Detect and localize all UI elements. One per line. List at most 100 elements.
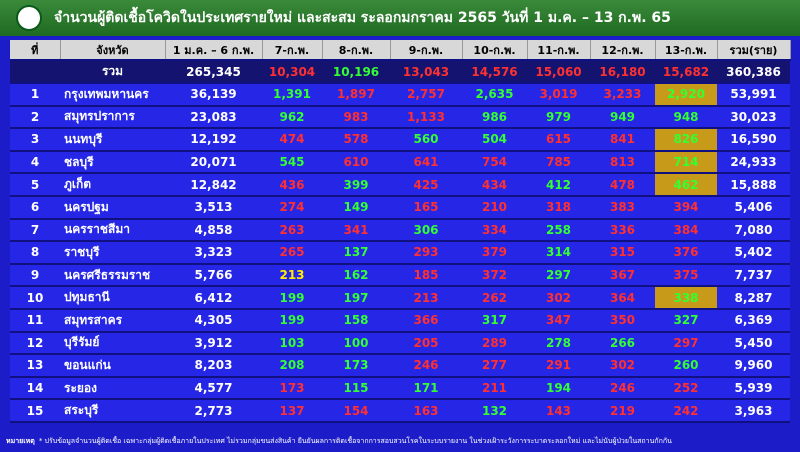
cell: 4 bbox=[10, 150, 60, 175]
cell: 962 bbox=[262, 105, 322, 130]
cell: 1,897 bbox=[322, 83, 390, 107]
cell: 7 bbox=[10, 218, 60, 243]
cell: 3,513 bbox=[165, 195, 262, 220]
cell: 15,682 bbox=[655, 60, 717, 84]
cell: 277 bbox=[462, 354, 527, 378]
cell: 3,019 bbox=[527, 83, 590, 107]
cell: 372 bbox=[462, 263, 527, 288]
cell: 376 bbox=[655, 241, 717, 265]
cell: 185 bbox=[390, 263, 462, 288]
data-table: ที่ จังหวัด 1 ม.ค. – 6 ก.พ. 7-ก.พ. 8-ก.พ. 9-ก… bbox=[10, 40, 791, 423]
cell: 9,960 bbox=[717, 354, 790, 378]
cell: 265 bbox=[262, 241, 322, 265]
cell: 6,369 bbox=[717, 308, 790, 333]
cell: 7,737 bbox=[717, 263, 790, 288]
cell: 9 bbox=[10, 263, 60, 288]
cell: 154 bbox=[322, 399, 390, 423]
cell: 4,577 bbox=[165, 376, 262, 401]
province: สระบุรี bbox=[60, 399, 165, 423]
cell: 474 bbox=[262, 128, 322, 152]
table-row: 14 ระยอง 4,577 173 115 171 211 194 246 252 5,939 bbox=[10, 376, 790, 401]
cell: 986 bbox=[462, 105, 527, 130]
cell: 5,450 bbox=[717, 331, 790, 356]
cell: 289 bbox=[462, 331, 527, 356]
cell: 754 bbox=[462, 150, 527, 175]
cell: 30,023 bbox=[717, 105, 790, 130]
cell: 367 bbox=[590, 263, 655, 288]
cell: 100 bbox=[322, 331, 390, 356]
cell: 341 bbox=[322, 218, 390, 243]
table-row: 7 นครราชสีมา 4,858 263 341 306 334 258 336 384 7,0… bbox=[10, 218, 790, 243]
cell: 8 bbox=[10, 241, 60, 265]
province: ชลบุรี bbox=[60, 150, 165, 175]
cell: 5,939 bbox=[717, 376, 790, 401]
cell: 841 bbox=[590, 128, 655, 152]
cell: 199 bbox=[262, 286, 322, 310]
cell: 8,287 bbox=[717, 286, 790, 310]
title: จำนวนผู้ติดเชื้อโควิดในประเทศรายใหม่ และ… bbox=[54, 10, 671, 26]
cell: 615 bbox=[527, 128, 590, 152]
cell: 394 bbox=[655, 195, 717, 220]
cell: 949 bbox=[590, 105, 655, 130]
cell: 338 bbox=[655, 286, 717, 310]
cell: 258 bbox=[527, 218, 590, 243]
cell: 714 bbox=[655, 150, 717, 175]
cell: 12,842 bbox=[165, 173, 262, 197]
cell: 10,196 bbox=[322, 60, 390, 84]
cell: 171 bbox=[390, 376, 462, 401]
column-header: รวม(ราย) bbox=[717, 40, 791, 61]
cell: 219 bbox=[590, 399, 655, 423]
table-row: 3 นนทบุรี 12,192 474 578 560 504 615 841 826 16,59… bbox=[10, 128, 790, 152]
cell: 12 bbox=[10, 331, 60, 356]
cell: 173 bbox=[322, 354, 390, 378]
province: สมุทรสาคร bbox=[60, 308, 165, 333]
cell: 24,933 bbox=[717, 150, 790, 175]
table-row: 10 ปทุมธานี 6,412 199 197 213 262 302 364 338 8,28… bbox=[10, 286, 790, 310]
province: ขอนแก่น bbox=[60, 354, 165, 378]
cell: 315 bbox=[590, 241, 655, 265]
cell: 979 bbox=[527, 105, 590, 130]
cell: 384 bbox=[655, 218, 717, 243]
cell: 263 bbox=[262, 218, 322, 243]
cell: 103 bbox=[262, 331, 322, 356]
cell: 6,412 bbox=[165, 286, 262, 310]
cell: 983 bbox=[322, 105, 390, 130]
cell: 360,386 bbox=[717, 60, 790, 84]
cell: 8,203 bbox=[165, 354, 262, 378]
column-header: 11-ก.พ. bbox=[527, 40, 591, 61]
cell: 260 bbox=[655, 354, 717, 378]
cell: 478 bbox=[590, 173, 655, 197]
cell: 785 bbox=[527, 150, 590, 175]
cell: 434 bbox=[462, 173, 527, 197]
cell: 826 bbox=[655, 128, 717, 152]
cell: 10,304 bbox=[262, 60, 322, 84]
cell: 265,345 bbox=[165, 60, 262, 84]
province: สมุทรปราการ bbox=[60, 105, 165, 130]
cell: 504 bbox=[462, 128, 527, 152]
cell bbox=[10, 60, 60, 84]
cell: 2,757 bbox=[390, 83, 462, 107]
province: นครศรีธรรมราช bbox=[60, 263, 165, 288]
cell: 14,576 bbox=[462, 60, 527, 84]
cell: 3 bbox=[10, 128, 60, 152]
province: นครราชสีมา bbox=[60, 218, 165, 243]
cell: 158 bbox=[322, 308, 390, 333]
cell: 173 bbox=[262, 376, 322, 401]
cell: 274 bbox=[262, 195, 322, 220]
cell: 318 bbox=[527, 195, 590, 220]
cell: 2,635 bbox=[462, 83, 527, 107]
cell: 163 bbox=[390, 399, 462, 423]
cell: 165 bbox=[390, 195, 462, 220]
cell: 246 bbox=[590, 376, 655, 401]
province: ราชบุรี bbox=[60, 241, 165, 265]
cell: 2 bbox=[10, 105, 60, 130]
cell: 15,888 bbox=[717, 173, 790, 197]
column-header: จังหวัด bbox=[60, 40, 166, 61]
cell: 314 bbox=[527, 241, 590, 265]
total-row: รวม 265,345 10,304 10,196 13,043 14,576 15,060… bbox=[10, 60, 790, 84]
table-row: 1 กรุงเทพมหานคร 36,139 1,391 1,897 2,757 2,635… bbox=[10, 83, 790, 107]
cell: 20,071 bbox=[165, 150, 262, 175]
table-row: 15 สระบุรี 2,773 137 154 163 132 143 219 242 3,963 bbox=[10, 399, 790, 423]
cell: 436 bbox=[262, 173, 322, 197]
cell: 211 bbox=[462, 376, 527, 401]
